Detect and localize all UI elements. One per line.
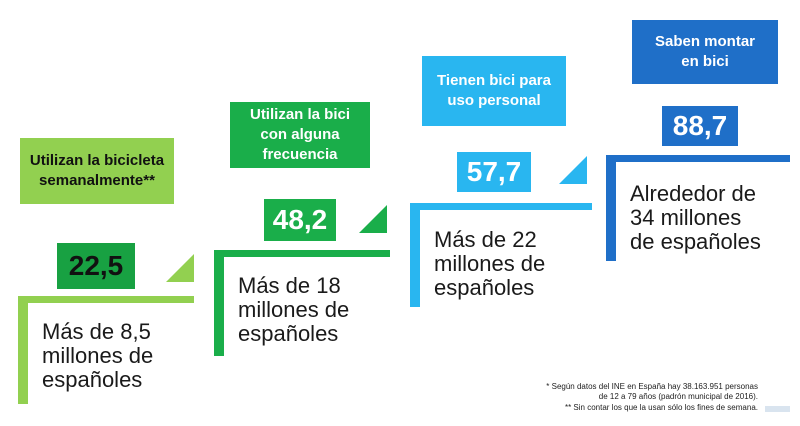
step1-value-box: 22,5 [57, 243, 135, 289]
step4-description: Alrededor de 34 millones de españoles [630, 181, 761, 254]
step3-bar-vertical [410, 203, 420, 307]
step4-bar-vertical [606, 155, 616, 261]
step3-corner-triangle [559, 156, 587, 184]
step3-label-box: Tienen bici para uso personal [422, 56, 566, 126]
step4-label-box: Saben montar en bici [632, 20, 778, 84]
step1-corner-triangle [166, 254, 194, 282]
step1-value: 22,5 [68, 250, 124, 281]
step1-bar-vertical [18, 296, 28, 404]
step1-bar-horizontal [18, 296, 194, 303]
footnote-weekends: ** Sin contar los que la usan sólo los f… [564, 403, 758, 412]
step4-bar-horizontal [606, 155, 790, 162]
step4-value-box: 88,7 [662, 106, 738, 146]
step4-value: 88,7 [672, 110, 728, 141]
step3-value: 57,7 [466, 156, 522, 187]
step2-value-box: 48,2 [264, 199, 336, 241]
step3-label: Tienen bici para uso personal [437, 72, 551, 109]
step3-bar-horizontal [410, 203, 592, 210]
step2-description: Más de 18 millones de españoles [238, 273, 350, 346]
step3-description: Más de 22 millones de españoles [434, 227, 546, 300]
step2-bar-vertical [214, 250, 224, 356]
step2-corner-triangle [359, 205, 387, 233]
step4-label: Saben montar en bici [654, 33, 756, 70]
step2-label: Utilizan la bici con alguna frecuencia [249, 106, 351, 163]
step2-bar-horizontal [214, 250, 390, 257]
step1-label: Utilizan la bicicleta semanalmente** [29, 152, 165, 189]
footnote-divider [765, 406, 790, 412]
step1-description: Más de 8,5 millones de españoles [42, 319, 154, 392]
step3-value-box: 57,7 [457, 152, 531, 192]
footnote-ine: * Según datos del INE en España hay 38.1… [546, 382, 758, 401]
step1-label-box: Utilizan la bicicleta semanalmente** [20, 138, 174, 204]
step2-value: 48,2 [272, 204, 328, 235]
step2-label-box: Utilizan la bici con alguna frecuencia [230, 102, 370, 168]
